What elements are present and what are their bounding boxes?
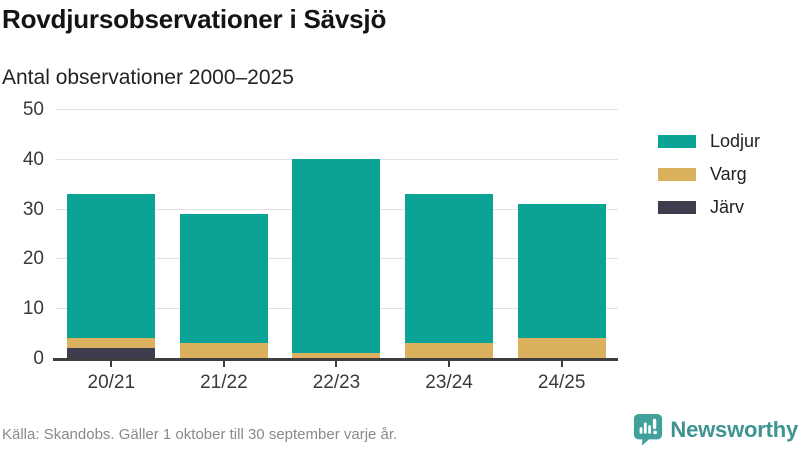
y-tick-label-50: 50 <box>22 99 44 120</box>
bar-slot-20/21 <box>55 109 168 358</box>
bar-slot-23/24 <box>393 109 506 358</box>
y-tick-label-20: 20 <box>22 248 44 270</box>
x-cell-20/21: 20/21 <box>55 361 168 394</box>
segment-järv-20/21 <box>67 348 156 358</box>
bar-20/21 <box>67 193 156 358</box>
segment-varg-22/23 <box>292 353 381 358</box>
bar-24/25 <box>517 203 606 358</box>
segment-lodjur-21/22 <box>179 213 268 344</box>
plot-area <box>53 109 618 361</box>
bar-series <box>55 109 618 358</box>
newsworthy-wordmark: Newsworthy <box>670 416 798 442</box>
x-tick-label-23/24: 23/24 <box>425 372 473 393</box>
x-tick-mark <box>222 361 225 367</box>
y-tick-label-0: 0 <box>33 348 44 369</box>
legend-item-järv: Järv <box>658 197 760 218</box>
y-tick-label-30: 30 <box>22 198 44 220</box>
x-tick-mark <box>448 361 451 367</box>
legend-label-järv: Järv <box>710 197 745 217</box>
page-title: Rovdjursobservationer i Sävsjö <box>2 4 387 34</box>
chart-legend: Lodjur Varg Järv <box>658 131 760 230</box>
segment-varg-21/22 <box>179 343 268 358</box>
legend-swatch-lodjur <box>658 135 696 148</box>
y-tick-label-40: 40 <box>22 148 44 170</box>
segment-varg-20/21 <box>67 338 156 349</box>
legend-item-varg: Varg <box>658 164 760 185</box>
x-cell-21/22: 21/22 <box>168 361 281 394</box>
bar-21/22 <box>179 213 268 358</box>
legend-swatch-järv <box>658 201 696 214</box>
bar-22/23 <box>292 158 381 358</box>
newsworthy-logo[interactable]: Newsworthy <box>633 413 798 446</box>
x-axis-line <box>53 358 618 361</box>
x-cell-23/24: 23/24 <box>393 361 506 394</box>
x-tick-mark <box>110 361 113 367</box>
newsworthy-bubble-chart-icon <box>633 413 663 446</box>
y-axis-labels: 0 10 20 30 40 50 <box>0 100 44 369</box>
x-cell-24/25: 24/25 <box>505 361 618 394</box>
segment-lodjur-24/25 <box>517 203 606 339</box>
x-tick-mark <box>560 361 563 367</box>
legend-item-lodjur: Lodjur <box>658 131 760 152</box>
legend-label-varg: Varg <box>710 164 747 184</box>
segment-lodjur-23/24 <box>405 193 494 344</box>
bar-23/24 <box>405 193 494 358</box>
gridline-y-50 <box>55 109 618 110</box>
legend-swatch-varg <box>658 168 696 181</box>
x-axis-labels: 20/21 21/22 22/23 23/24 24/25 <box>55 361 618 394</box>
chart-subtitle: Antal observationer 2000–2025 <box>2 66 294 89</box>
bar-slot-21/22 <box>168 109 281 358</box>
x-tick-label-24/25: 24/25 <box>537 372 586 393</box>
segment-lodjur-20/21 <box>67 193 156 339</box>
x-cell-22/23: 22/23 <box>280 361 393 394</box>
source-note: Källa: Skandobs. Gäller 1 oktober till 3… <box>2 426 398 443</box>
segment-lodjur-22/23 <box>292 158 381 354</box>
y-tick-label-10: 10 <box>22 298 44 320</box>
x-tick-label-21/22: 21/22 <box>200 372 248 393</box>
x-tick-label-20/21: 20/21 <box>87 372 136 393</box>
x-tick-mark <box>335 361 338 367</box>
segment-varg-24/25 <box>517 338 606 358</box>
x-tick-label-22/23: 22/23 <box>312 372 361 393</box>
bar-slot-22/23 <box>280 109 393 358</box>
legend-label-lodjur: Lodjur <box>710 131 761 151</box>
bar-slot-24/25 <box>505 109 618 358</box>
segment-varg-23/24 <box>405 343 494 358</box>
